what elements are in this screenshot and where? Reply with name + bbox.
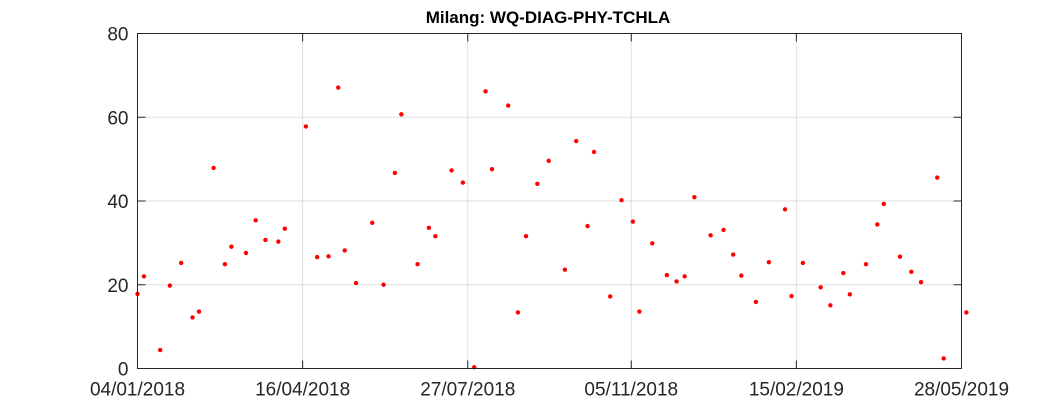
data-point	[881, 201, 886, 207]
data-point	[574, 138, 579, 144]
data-point	[941, 356, 946, 361]
data-point	[619, 197, 624, 203]
y-tick-label: 0	[118, 360, 129, 381]
y-tick-label: 20	[107, 276, 128, 297]
data-point	[196, 309, 202, 314]
data-point	[708, 233, 713, 238]
x-tick-label: 27/07/2018	[420, 380, 515, 401]
data-point	[515, 310, 521, 315]
data-point	[585, 223, 590, 229]
data-point	[190, 315, 195, 320]
data-point	[392, 170, 398, 176]
data-point	[753, 299, 759, 305]
data-point	[243, 250, 249, 256]
data-point	[276, 239, 281, 244]
data-point	[674, 279, 679, 284]
grid	[137, 33, 962, 369]
data-point	[157, 347, 163, 353]
data-point	[918, 280, 924, 285]
data-point	[897, 254, 903, 259]
data-point	[682, 274, 687, 279]
x-tick-label: 05/11/2018	[584, 380, 678, 401]
data-point	[253, 218, 258, 223]
data-point	[782, 207, 788, 212]
data-point	[841, 270, 846, 276]
x-tick-label: 16/04/2018	[255, 380, 350, 401]
data-point	[591, 149, 597, 155]
data-point	[692, 195, 697, 200]
data-point	[483, 89, 488, 94]
data-points	[135, 85, 969, 370]
data-point	[637, 309, 642, 314]
data-point	[381, 282, 386, 287]
data-point	[721, 227, 726, 233]
data-point	[167, 283, 173, 288]
data-point	[353, 280, 359, 286]
data-point	[415, 262, 420, 267]
data-point	[731, 252, 736, 257]
data-point	[426, 225, 432, 230]
data-point	[664, 272, 670, 278]
data-point	[314, 254, 320, 260]
data-point	[263, 237, 268, 243]
chart-title: Milang: WQ-DIAG-PHY-TCHLA	[426, 8, 671, 27]
data-point	[489, 166, 495, 172]
data-point	[789, 293, 794, 299]
data-point	[739, 273, 744, 278]
data-point	[608, 294, 613, 299]
data-point	[222, 262, 228, 267]
data-point	[964, 310, 969, 315]
data-point	[370, 220, 375, 225]
data-point	[336, 85, 341, 90]
data-point	[863, 262, 869, 267]
data-point	[523, 233, 529, 239]
data-point	[818, 285, 823, 290]
data-point	[630, 219, 636, 224]
data-point	[399, 112, 404, 117]
data-point	[875, 222, 880, 227]
data-point	[211, 165, 216, 171]
data-point	[229, 244, 234, 249]
y-tick-label: 60	[107, 108, 128, 129]
x-tick-label: 28/05/2019	[914, 380, 1009, 401]
x-tick-label: 04/01/2018	[90, 380, 185, 401]
data-point	[506, 103, 511, 108]
data-point	[141, 274, 147, 279]
y-axis: 0 20 40 60 80	[107, 25, 962, 381]
data-point	[460, 180, 466, 185]
data-point	[828, 303, 833, 308]
data-point	[800, 260, 806, 266]
data-point	[342, 248, 347, 253]
x-axis: 04/01/2018 16/04/2018 27/07/2018 05/11/2018…	[90, 33, 1009, 401]
y-tick-label: 40	[107, 192, 128, 213]
data-point	[433, 233, 438, 239]
data-point	[546, 158, 551, 163]
data-point	[935, 175, 940, 180]
data-point	[535, 181, 540, 187]
data-point	[650, 241, 655, 246]
data-point	[282, 226, 288, 231]
data-point	[766, 259, 772, 265]
data-point	[303, 124, 309, 129]
data-point	[562, 267, 568, 272]
data-point	[326, 254, 331, 259]
data-point	[847, 292, 852, 297]
data-point	[909, 269, 914, 274]
data-point	[179, 260, 184, 266]
y-tick-label: 80	[107, 25, 128, 46]
data-point	[449, 168, 454, 173]
x-tick-label: 15/02/2019	[749, 380, 844, 401]
